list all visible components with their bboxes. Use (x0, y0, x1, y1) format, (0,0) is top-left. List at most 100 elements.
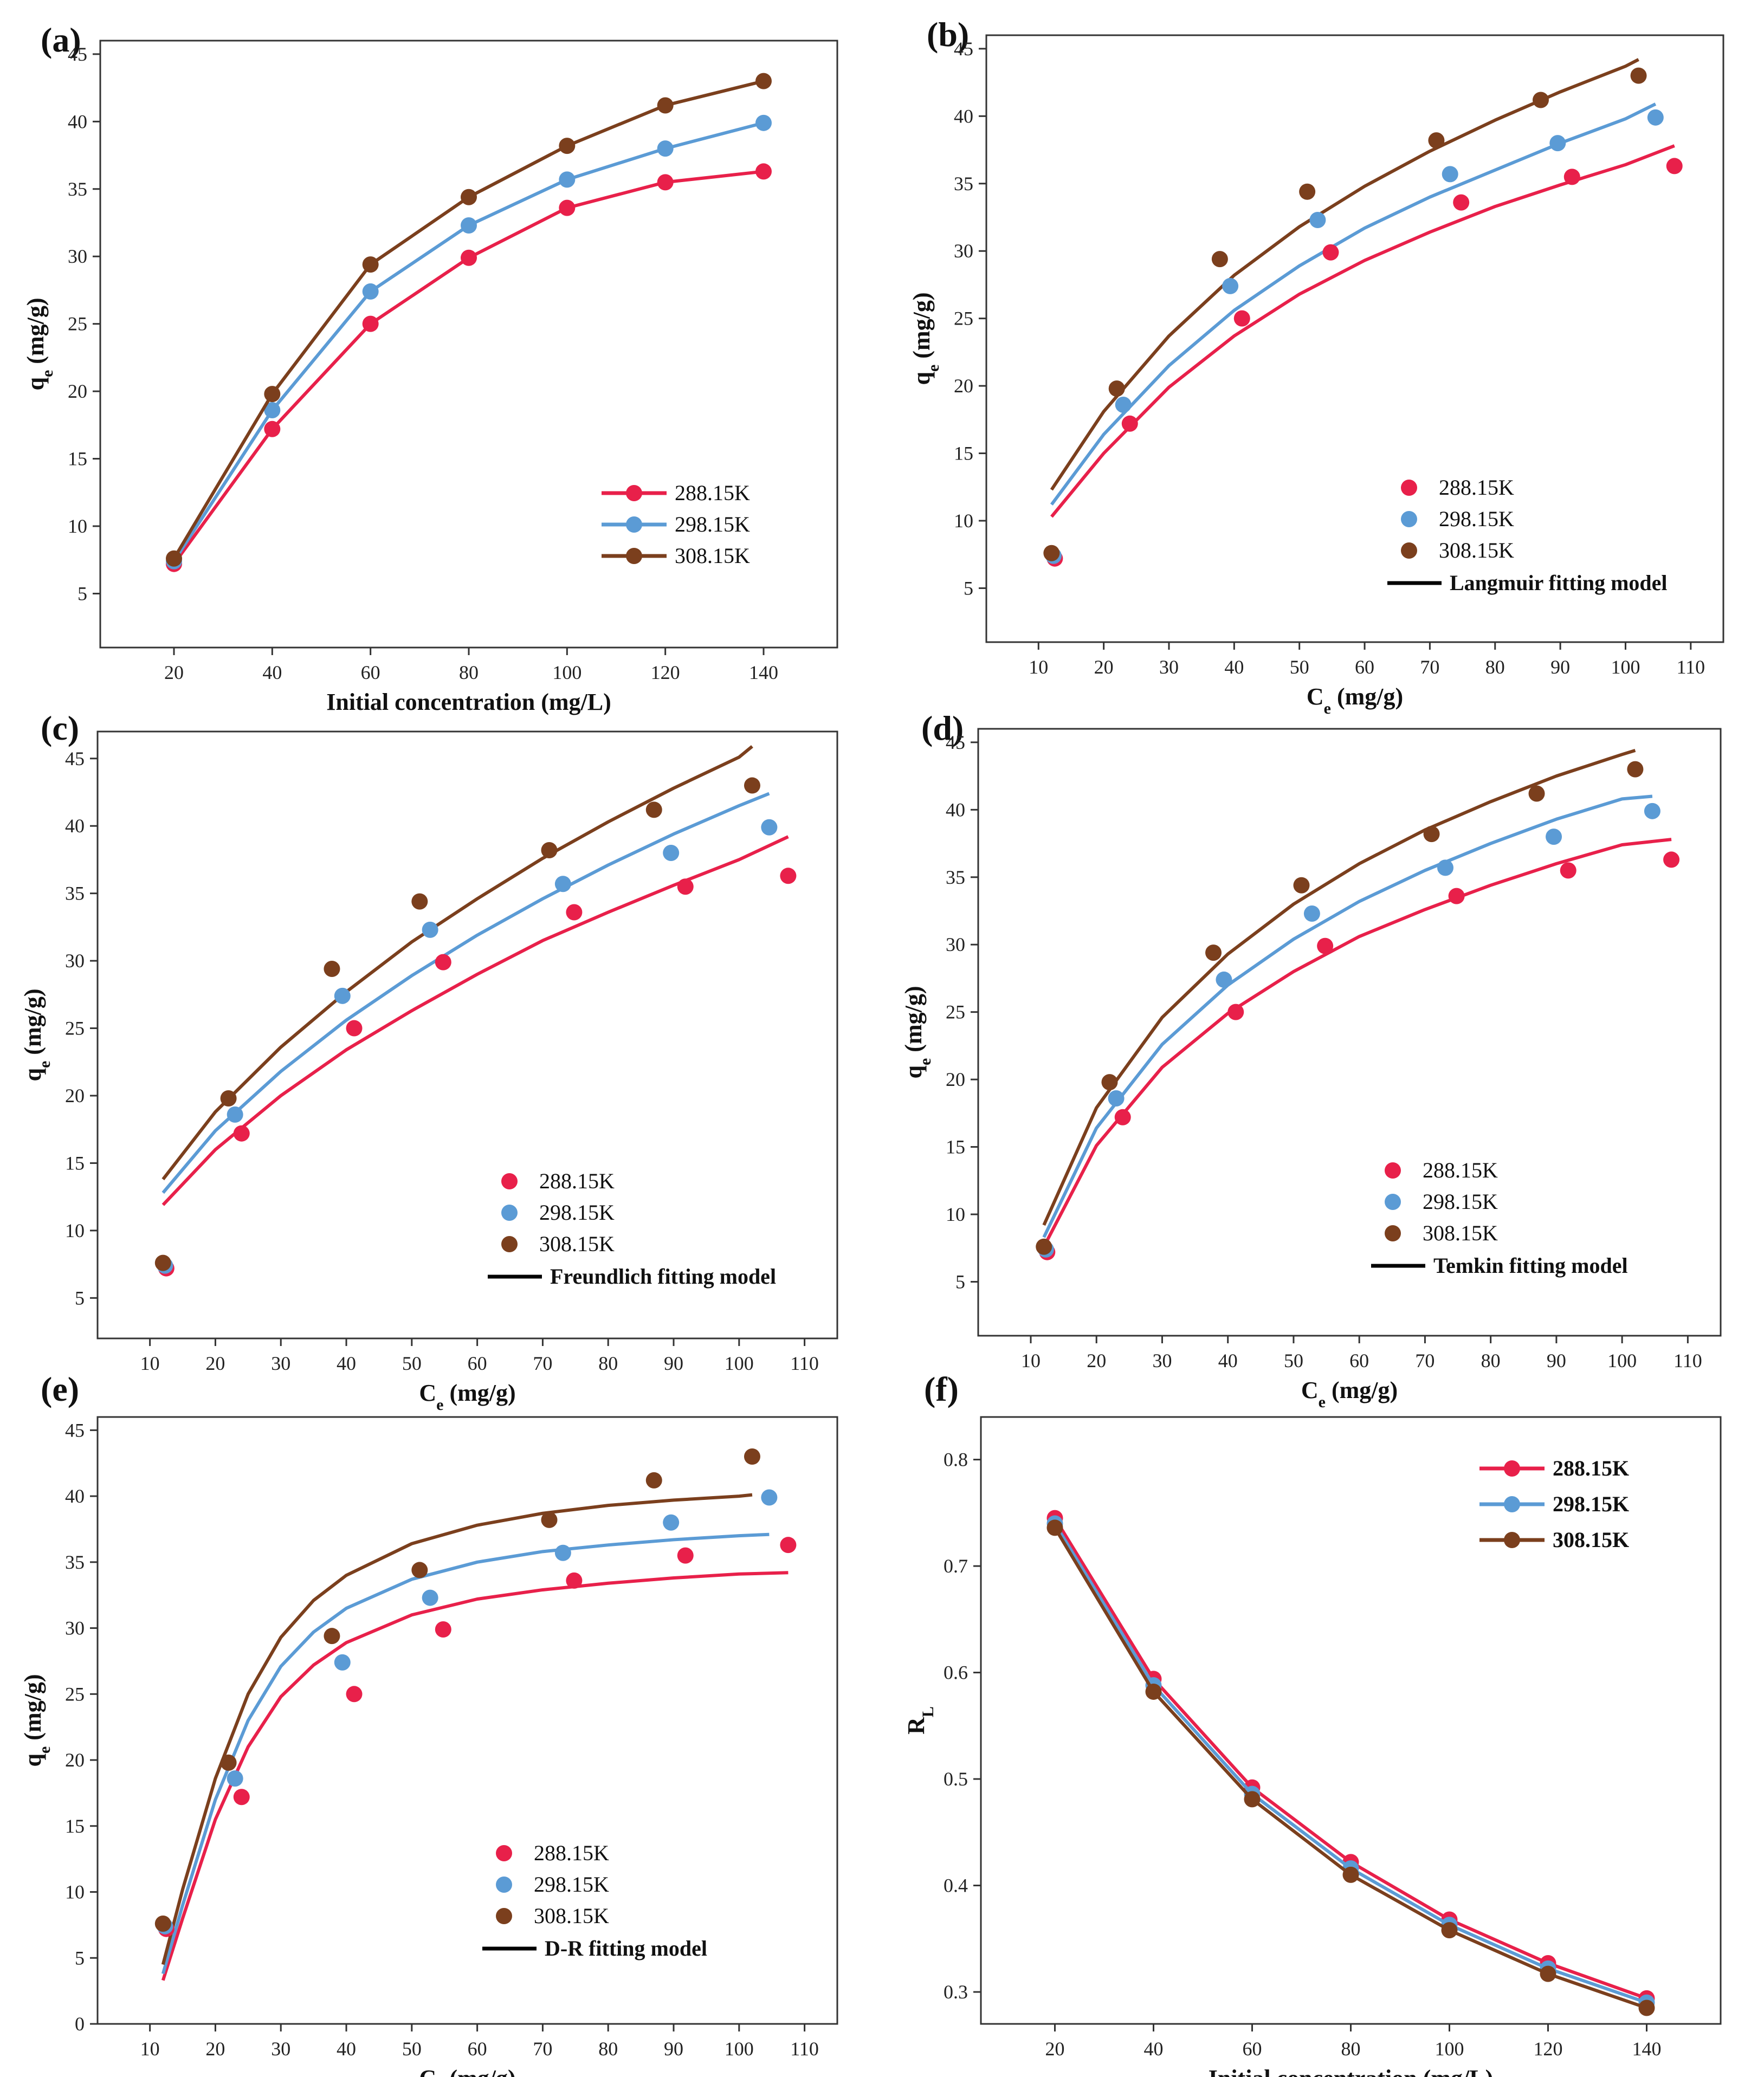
fit-curve-298.15K (161, 792, 770, 1194)
y-axis-title-main: q (20, 1068, 46, 1082)
y-tick-label: 40 (65, 815, 85, 837)
data-point-308.15K (362, 256, 379, 273)
legend-label-298.15K: 298.15K (1553, 1492, 1629, 1516)
data-point-288.15K (461, 249, 477, 266)
x-tick-label: 90 (1550, 656, 1570, 678)
y-tick-label: 30 (65, 950, 85, 972)
data-point-308.15K (1540, 1965, 1556, 1982)
x-tick-label: 20 (1094, 656, 1114, 678)
data-point-308.15K (755, 73, 772, 89)
y-tick-label: 0.6 (944, 1662, 968, 1684)
data-point-308.15K (1638, 2000, 1655, 2016)
y-axis-title-rest: (mg/g) (908, 293, 935, 365)
legend-model-label: Temkin fitting model (1433, 1253, 1628, 1278)
data-point-288.15K (780, 868, 797, 884)
data-point-288.15K (755, 163, 772, 180)
legend-marker-298.15K (496, 1877, 512, 1893)
data-point-308.15K (744, 777, 760, 794)
legend-label-298.15K: 298.15K (539, 1200, 615, 1225)
x-axis-title-rest: (mg/g) (1326, 1377, 1398, 1403)
x-tick-label: 140 (1632, 2038, 1662, 2060)
y-tick-label: 45 (946, 732, 965, 753)
data-point-308.15K (1533, 92, 1549, 108)
data-point-308.15K (1043, 545, 1060, 561)
x-tick-label: 50 (402, 2038, 422, 2060)
legend-label-308.15K: 308.15K (1553, 1528, 1629, 1552)
plot-frame (977, 728, 1722, 1337)
data-point-288.15K (435, 954, 451, 970)
chart-panel-5: (e) 10 20 30 40 50 60 70 80 90 100 110 0 5 10 15 20 25 30 3… (20, 1370, 838, 2077)
legend-model-label: D-R fitting model (545, 1936, 707, 1960)
legend-label-288.15K: 288.15K (1553, 1456, 1629, 1480)
y-tick-label: 25 (68, 313, 87, 335)
y-tick-label: 20 (954, 375, 973, 397)
data-point-298.15K (1546, 829, 1562, 845)
y-axis-title-sub: e (916, 1058, 934, 1065)
data-point-288.15K (1322, 244, 1339, 261)
x-tick-label: 60 (1355, 656, 1374, 678)
data-point-308.15K (220, 1090, 237, 1107)
x-axis-title-rest: (mg/g) (443, 1380, 515, 1406)
data-point-308.15K (1293, 877, 1310, 894)
x-tick-label: 40 (337, 2038, 356, 2060)
data-point-298.15K (1549, 135, 1566, 152)
y-tick-label: 15 (65, 1152, 85, 1174)
legend-marker-298.15K (501, 1205, 518, 1221)
data-point-288.15K (1663, 851, 1680, 868)
y-tick-label: 10 (68, 515, 87, 537)
y-axis-title-rest: (mg/g) (900, 986, 927, 1058)
y-tick-label: 15 (954, 443, 973, 464)
x-axis-title-main: C (419, 2065, 436, 2077)
plot-frame (985, 34, 1724, 643)
y-axis-title-main: q (900, 1065, 927, 1079)
legend-model-label: Langmuir fitting model (1450, 571, 1668, 595)
x-axis-title: Initial concentration (mg/L) (1209, 2065, 1494, 2077)
chart-panel-1: (a) 20 40 60 80 100 120 140 5 10 15 20 25 30 35 40 45 Ini… (22, 21, 838, 715)
data-point-298.15K (1437, 859, 1454, 876)
fit-curve-298.15K (1050, 102, 1657, 506)
x-tick-label: 10 (140, 1353, 160, 1374)
fit-curve-298.15K (161, 1532, 770, 1975)
y-axis-title-main: q (908, 372, 935, 385)
data-point-298.15K (227, 1770, 243, 1787)
data-point-308.15K (1428, 132, 1445, 149)
y-axis-title: RL (903, 1706, 937, 1735)
data-point-298.15K (663, 1514, 680, 1531)
y-tick-label: 10 (946, 1204, 965, 1225)
data-point-288.15K (233, 1789, 250, 1806)
x-tick-label: 70 (533, 2038, 552, 2060)
data-point-308.15K (657, 97, 674, 114)
data-point-288.15K (677, 1547, 694, 1564)
legend-marker-298.15K (1504, 1496, 1520, 1512)
data-point-298.15K (1108, 1090, 1125, 1107)
x-tick-label: 80 (1341, 2038, 1361, 2060)
legend-marker-298.15K (1401, 511, 1417, 527)
x-tick-label: 70 (533, 1353, 552, 1374)
x-tick-label: 40 (1144, 2038, 1164, 2060)
y-tick-label: 40 (68, 111, 87, 132)
legend-model-label: Freundlich fitting model (550, 1264, 776, 1289)
x-axis-title: Initial concentration (mg/L) (326, 689, 611, 715)
legend-marker-308.15K (1401, 542, 1417, 559)
x-tick-label: 60 (468, 2038, 487, 2060)
data-point-308.15K (1528, 785, 1545, 802)
legend-label-298.15K: 298.15K (534, 1872, 609, 1897)
y-axis-title-sub: e (36, 1746, 54, 1754)
x-tick-label: 110 (790, 1353, 819, 1374)
data-point-308.15K (1108, 380, 1125, 397)
y-axis-title: qe (mg/g) (908, 293, 942, 385)
x-tick-label: 50 (402, 1353, 422, 1374)
data-point-288.15K (1448, 888, 1465, 904)
x-tick-label: 40 (1218, 1350, 1238, 1371)
y-tick-label: 10 (954, 510, 973, 532)
y-tick-label: 0.5 (944, 1768, 968, 1790)
y-tick-label: 30 (946, 934, 965, 955)
data-point-308.15K (324, 1628, 340, 1645)
data-point-298.15K (1216, 971, 1232, 988)
data-point-308.15K (1101, 1074, 1118, 1091)
panel-label: (c) (41, 709, 79, 747)
x-tick-label: 90 (664, 1353, 683, 1374)
y-tick-label: 0.7 (944, 1555, 968, 1577)
y-tick-label: 20 (946, 1069, 965, 1090)
y-tick-label: 45 (68, 43, 87, 65)
